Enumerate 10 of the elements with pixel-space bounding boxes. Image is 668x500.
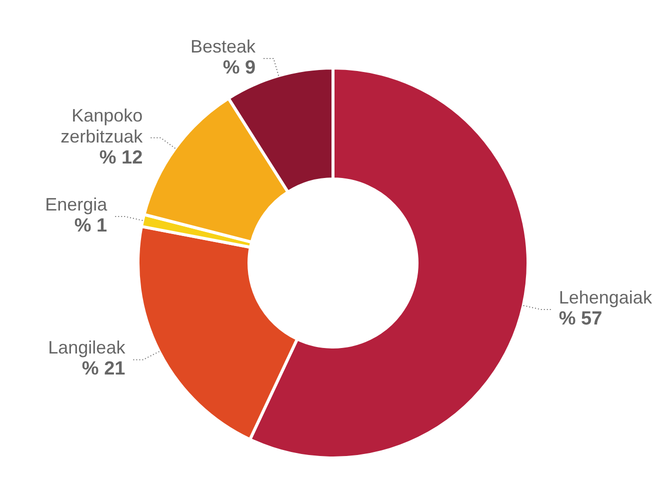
- slice-label: Lehengaiak: [558, 287, 653, 308]
- slice-label: Kanpoko zerbitzuak: [60, 105, 144, 146]
- data-label: % 9: [222, 57, 256, 78]
- slice-label: Langileak: [48, 338, 126, 358]
- data-label: % 1: [74, 216, 108, 237]
- data-label: % 12: [99, 147, 143, 168]
- data-label: % 57: [558, 308, 602, 330]
- slice-label: Besteak: [190, 36, 257, 56]
- data-label: % 21: [82, 358, 126, 380]
- slice-label: Energia: [45, 194, 108, 215]
